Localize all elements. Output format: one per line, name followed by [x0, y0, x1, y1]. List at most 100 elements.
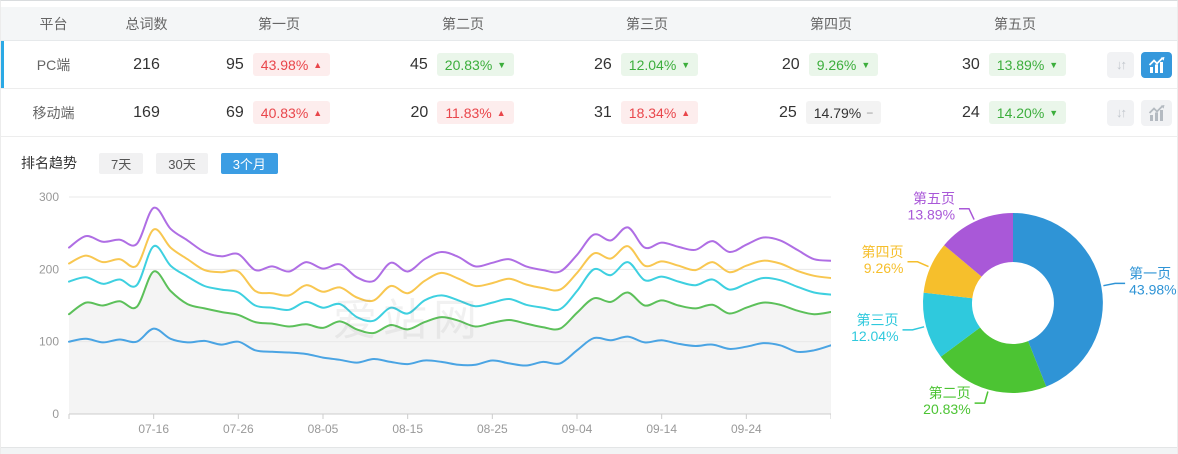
section-divider	[1, 447, 1177, 454]
label-leader-line	[907, 261, 929, 268]
slice-label-name: 第四页	[862, 244, 904, 260]
y-tick-label: 300	[39, 190, 59, 204]
column-header-5: 第三页	[626, 15, 668, 32]
x-tick-label: 07-16	[138, 422, 169, 436]
slice-label-percent: 12.04%	[851, 328, 898, 344]
slice-label-name: 第三页	[857, 312, 899, 328]
change-badge: 18.34% ▲	[620, 101, 699, 124]
label-leader-line	[974, 391, 989, 404]
page-count: 31	[594, 103, 612, 121]
arrow-up-icon: ▲	[313, 107, 323, 118]
donut-slice-第一页[interactable]	[1013, 213, 1103, 387]
page-count: 24	[962, 103, 980, 121]
change-badge: 12.04% ▼	[620, 53, 699, 76]
series-line-第五页	[68, 206, 832, 283]
sort-button[interactable]: ↓↑	[1107, 51, 1134, 78]
arrow-up-icon: ▲	[496, 107, 506, 118]
slice-label-name: 第五页	[913, 191, 955, 207]
row-actions-cell: ↓↑	[1107, 51, 1178, 78]
trend-range-tab-1[interactable]: 7天	[99, 152, 144, 174]
page-count: 69	[226, 103, 244, 121]
page-count: 25	[778, 103, 797, 121]
page-count: 20	[781, 55, 800, 73]
page-2-cell: 45 20.83% ▼	[371, 53, 555, 76]
donut-slice-第三页[interactable]	[922, 292, 981, 357]
page-share-donut-wrap: 第一页 43.98% 第二页 20.83% 第三页 12.04% 第四页 9.26% 第五页 13…	[831, 189, 1178, 447]
sort-arrows-icon: ↓↑	[1116, 57, 1127, 72]
change-percent: 18.34%	[628, 104, 677, 121]
show-trend-chart-button[interactable]	[1141, 99, 1172, 126]
trend-chart-icon	[1148, 56, 1164, 73]
arrow-down-icon: ▼	[497, 59, 507, 70]
sort-arrows-icon: ↓↑	[1116, 105, 1127, 120]
page-5-cell: 24 14.20% ▼	[923, 101, 1107, 124]
x-tick-label: 07-26	[223, 422, 254, 436]
x-tick-label: 08-05	[308, 422, 339, 436]
table-header-row: 平台 总词数 第一页 第二页 第三页 第四页 第五页	[1, 7, 1177, 41]
slice-label-name: 第二页	[929, 385, 971, 401]
trend-line-chart-wrap: 07-16 07-26 08-05 08-15 08-25 09-04 09-14 09-24…	[1, 189, 832, 447]
y-tick-label: 0	[52, 407, 59, 421]
change-percent: 13.89%	[996, 56, 1045, 73]
donut-slice-第四页[interactable]	[923, 245, 982, 299]
trend-line-chart[interactable]: 07-16 07-26 08-05 08-15 08-25 09-04 09-14 09-24…	[1, 189, 832, 447]
label-leader-line	[902, 326, 925, 331]
page-count: 26	[594, 55, 612, 73]
change-percent: 43.98%	[260, 56, 309, 73]
arrow-down-icon: ▼	[681, 59, 691, 70]
arrow-down-icon: ▼	[1049, 59, 1059, 70]
trend-toolbar: 排名趋势 7天 30天 3个月	[1, 137, 1177, 189]
page-count: 20	[410, 103, 429, 121]
page-3-cell: 31 18.34% ▲	[555, 101, 739, 124]
change-badge: 11.83% ▲	[437, 101, 514, 124]
column-header-2: 总词数	[125, 15, 168, 32]
series-line-第二页	[68, 270, 832, 335]
slice-label-percent: 20.83%	[923, 401, 970, 417]
table-row: 移动端 169 69 40.83% ▲ 20 11.83% ▲ 31 18.34% ▲ 25 14.79…	[1, 89, 1177, 137]
slice-label-percent: 43.98%	[1129, 281, 1176, 297]
series-line-第三页	[68, 244, 832, 323]
x-tick-label: 08-15	[392, 422, 423, 436]
column-header-1: 平台	[39, 15, 68, 32]
page-2-cell: 20 11.83% ▲	[371, 101, 555, 124]
table-row: PC端 216 95 43.98% ▲ 45 20.83% ▼ 26 12.04% ▼ 20 9.26%…	[1, 41, 1177, 89]
charts-area: 07-16 07-26 08-05 08-15 08-25 09-04 09-14 09-24…	[1, 189, 1177, 447]
change-percent: 9.26%	[816, 56, 857, 73]
label-leader-line	[1103, 282, 1126, 287]
sort-button[interactable]: ↓↑	[1107, 99, 1134, 126]
change-badge: 43.98% ▲	[252, 53, 331, 76]
trend-chart-icon	[1148, 104, 1164, 121]
trend-range-tab-2[interactable]: 30天	[156, 152, 208, 174]
page-count: 30	[962, 55, 980, 73]
platform-cell: PC端	[36, 56, 71, 73]
change-percent: 14.20%	[996, 104, 1045, 121]
slice-label-name: 第一页	[1129, 265, 1171, 281]
slice-label-percent: 9.26%	[864, 260, 904, 276]
row-actions-cell: ↓↑	[1107, 99, 1178, 126]
show-trend-chart-button[interactable]	[1141, 51, 1172, 78]
arrow-down-icon: ▼	[861, 59, 871, 70]
donut-slice-第二页[interactable]	[940, 327, 1047, 393]
change-badge: 20.83% ▼	[436, 53, 515, 76]
page-1-cell: 69 40.83% ▲	[187, 101, 371, 124]
series-line-第一页	[68, 327, 832, 367]
trend-title: 排名趋势	[21, 155, 77, 171]
change-badge: 9.26% ▼	[808, 53, 879, 76]
ranking-table: 平台 总词数 第一页 第二页 第三页 第四页 第五页 PC端 216 95 43.98% ▲ 45 20…	[1, 1, 1177, 137]
donut-slice-第五页[interactable]	[944, 213, 1013, 277]
label-leader-line	[959, 207, 975, 220]
page-count: 45	[410, 55, 428, 73]
page-4-cell: 20 9.26% ▼	[739, 53, 923, 76]
change-percent: 40.83%	[260, 104, 309, 121]
column-header-3: 第一页	[258, 15, 300, 32]
flat-dash-icon: −	[866, 105, 874, 120]
column-header-7: 第五页	[994, 15, 1036, 32]
y-tick-label: 200	[39, 262, 59, 276]
trend-range-tab-3[interactable]: 3个月	[220, 152, 278, 174]
total-words-cell: 216	[133, 55, 160, 73]
selected-row-accent	[1, 41, 4, 88]
arrow-down-icon: ▼	[1049, 107, 1059, 118]
x-tick-label: 09-14	[646, 422, 677, 436]
x-tick-label: 09-04	[562, 422, 593, 436]
